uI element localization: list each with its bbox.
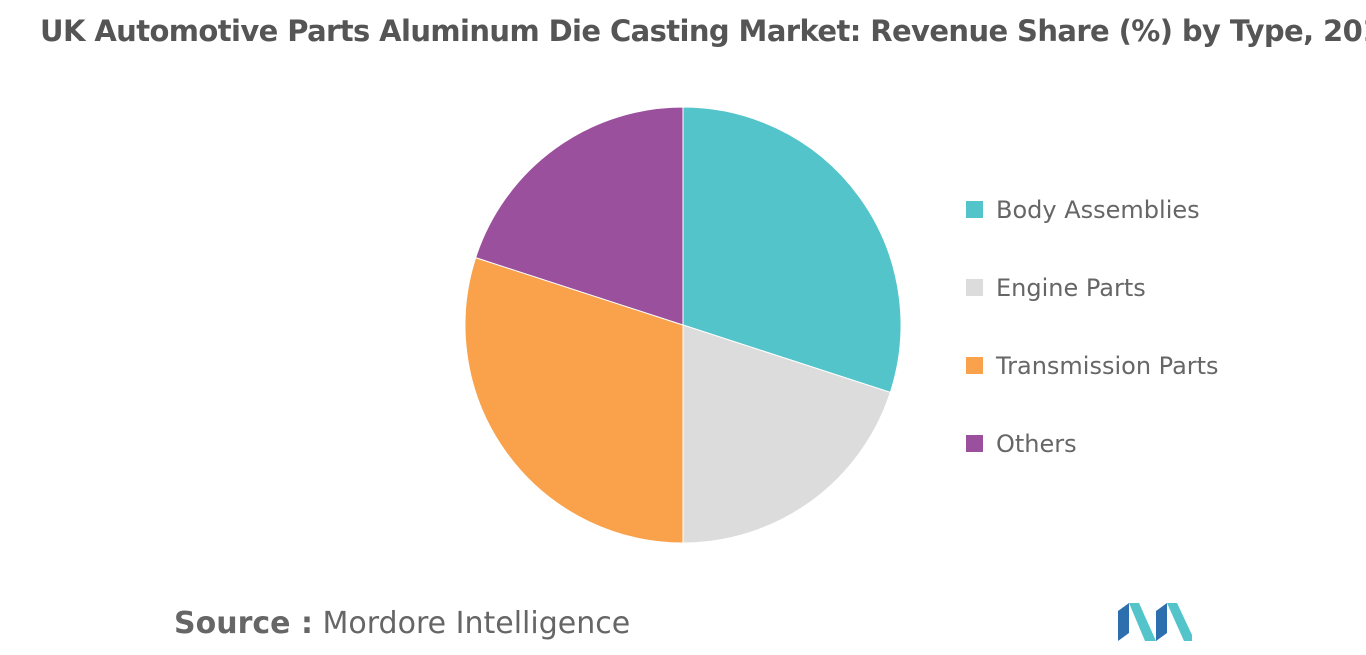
legend-item-body-assemblies[interactable]: Body Assemblies xyxy=(966,190,1219,229)
legend-item-others[interactable]: Others xyxy=(966,424,1219,463)
chart-legend: Body Assemblies Engine Parts Transmissio… xyxy=(966,190,1219,502)
legend-item-engine-parts[interactable]: Engine Parts xyxy=(966,268,1219,307)
mordor-intelligence-logo xyxy=(1118,603,1192,641)
pie-slice-engine-parts[interactable] xyxy=(682,324,891,544)
legend-label: Transmission Parts xyxy=(996,351,1219,380)
legend-swatch xyxy=(966,357,983,374)
source-prefix: Source : xyxy=(174,606,313,641)
legend-label: Others xyxy=(996,429,1077,458)
legend-label: Body Assemblies xyxy=(996,195,1200,224)
pie-slice-transmission-parts[interactable] xyxy=(464,257,684,544)
pie-slice-body-assemblies[interactable] xyxy=(682,106,902,393)
chart-title: UK Automotive Parts Aluminum Die Casting… xyxy=(40,14,1366,48)
source-note: Source : Mordore Intelligence xyxy=(174,606,630,641)
legend-swatch xyxy=(966,201,983,218)
legend-swatch xyxy=(966,279,983,296)
legend-item-transmission-parts[interactable]: Transmission Parts xyxy=(966,346,1219,385)
legend-label: Engine Parts xyxy=(996,273,1146,302)
source-text: Mordore Intelligence xyxy=(322,606,631,641)
legend-swatch xyxy=(966,435,983,452)
pie-slice-others[interactable] xyxy=(475,106,684,326)
